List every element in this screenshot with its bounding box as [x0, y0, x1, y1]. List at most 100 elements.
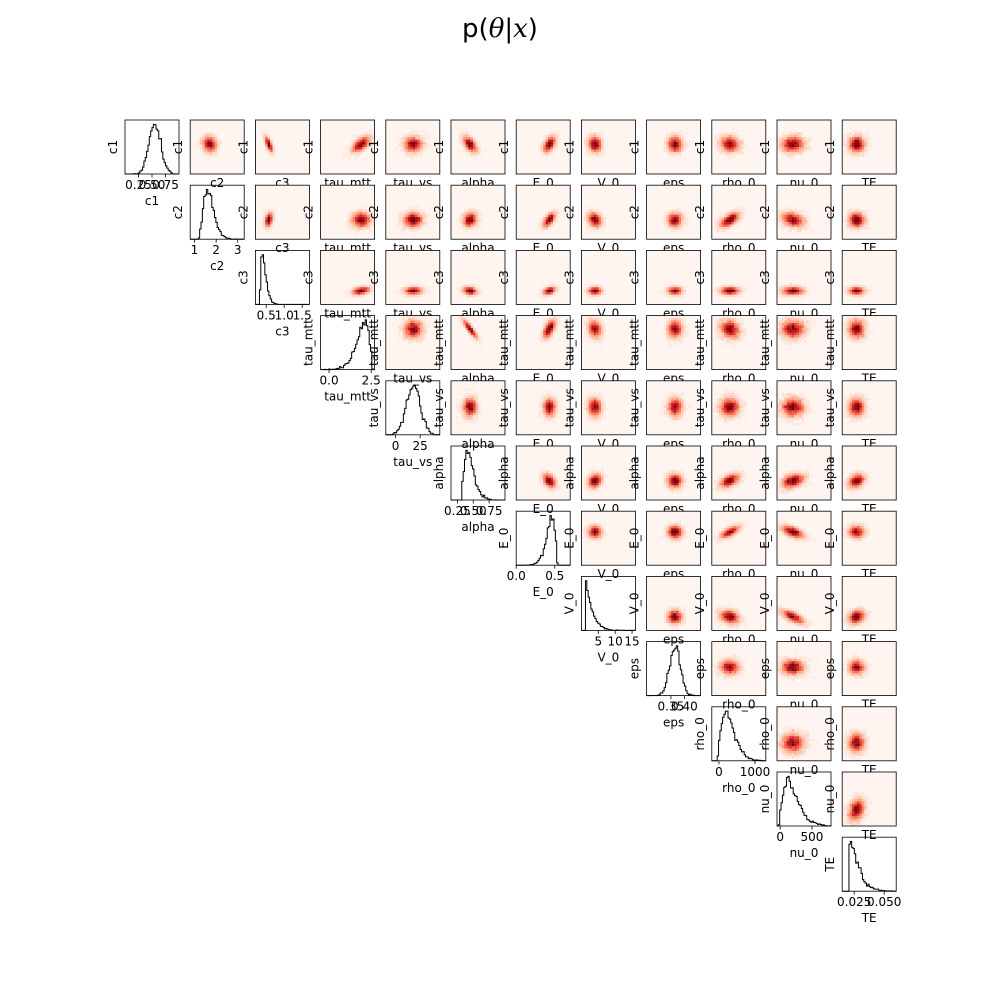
- density-cell: [596, 415, 599, 418]
- density-cell: [545, 142, 549, 145]
- density-cell: [347, 222, 351, 225]
- density-cell: [588, 335, 592, 338]
- density-cell: [553, 405, 556, 408]
- density-cell: [668, 485, 672, 488]
- density-cell: [557, 485, 561, 488]
- density-cell: [402, 327, 406, 331]
- density-cell: [671, 325, 674, 329]
- density-cell: [808, 410, 812, 413]
- density-cell: [673, 231, 677, 235]
- density-cell: [427, 289, 431, 293]
- density-cell: [598, 540, 602, 544]
- density-cell: [553, 327, 556, 331]
- density-cell: [731, 470, 735, 474]
- density-cell: [849, 222, 853, 225]
- density-cell: [548, 490, 551, 493]
- density-cell: [685, 132, 689, 135]
- density-cell: [731, 132, 735, 135]
- density-cell: [842, 415, 845, 418]
- density-cell: [538, 297, 541, 300]
- density-cell: [550, 315, 554, 319]
- density-cell: [272, 214, 276, 218]
- density-cell: [671, 327, 674, 331]
- density-cell: [676, 390, 679, 394]
- density-cell: [272, 144, 276, 148]
- density-cell: [420, 147, 423, 150]
- density-cell: [350, 229, 353, 232]
- density-cell: [714, 325, 717, 329]
- density-cell: [673, 525, 677, 529]
- density-cell: [400, 214, 404, 218]
- density-cell: [588, 222, 592, 225]
- density-cell: [801, 332, 805, 336]
- density-cell: [591, 410, 594, 413]
- density-cell: [683, 147, 687, 150]
- density-cell: [678, 485, 682, 488]
- density-cell: [468, 151, 471, 155]
- density-cell: [468, 229, 471, 232]
- density-cell: [859, 289, 862, 293]
- density-cell: [586, 151, 589, 155]
- density-cell: [719, 229, 722, 232]
- density-cell: [801, 473, 805, 476]
- density-cell: [801, 342, 805, 346]
- density-cell: [799, 470, 802, 474]
- density-cell: [714, 337, 717, 341]
- density-cell: [591, 473, 594, 476]
- density-cell: [473, 395, 476, 399]
- density-cell: [852, 147, 855, 150]
- density-cell: [721, 139, 725, 143]
- density-cell: [671, 485, 674, 488]
- density-cell: [550, 222, 554, 225]
- density-cell: [543, 147, 546, 150]
- density-cell: [726, 332, 730, 336]
- density-cell: [733, 340, 737, 343]
- density-cell: [866, 144, 870, 148]
- density-cell: [738, 212, 742, 215]
- density-cell: [455, 402, 459, 406]
- density-cell: [581, 217, 584, 220]
- density-cell: [548, 337, 551, 341]
- density-cell: [369, 222, 373, 225]
- density-cell: [849, 320, 853, 324]
- density-cell: [364, 202, 368, 205]
- density-cell: [661, 289, 664, 293]
- density-cell: [791, 402, 795, 406]
- density-cell: [598, 226, 602, 230]
- density-cell: [357, 212, 361, 215]
- density-cell: [591, 284, 594, 288]
- density-cell: [478, 407, 481, 411]
- density-cell: [661, 475, 664, 479]
- density-cell: [777, 318, 780, 321]
- density-cell: [844, 322, 848, 326]
- density-cell: [588, 151, 592, 155]
- density-cell: [849, 322, 853, 326]
- density-cell: [217, 134, 220, 138]
- density-cell: [726, 325, 730, 329]
- density-cell: [789, 340, 792, 343]
- density-cell: [553, 147, 556, 150]
- density-cell: [784, 217, 787, 220]
- density-cell: [583, 330, 587, 333]
- density-cell: [557, 287, 561, 290]
- density-cell: [545, 151, 549, 155]
- density-cell: [781, 397, 785, 401]
- density-cell: [345, 226, 348, 230]
- density-cell: [799, 330, 802, 333]
- density-cell: [668, 415, 672, 418]
- density-cell: [716, 487, 720, 491]
- density-cell: [415, 287, 418, 290]
- density-cell: [726, 330, 730, 333]
- density-cell: [468, 402, 471, 406]
- density-cell: [588, 289, 592, 293]
- density-cell: [458, 217, 461, 220]
- density-cell: [543, 330, 546, 333]
- density-cell: [842, 137, 845, 140]
- density-cell: [367, 132, 370, 135]
- density-cell: [789, 151, 792, 155]
- density-cell: [731, 468, 735, 471]
- density-cell: [683, 320, 687, 324]
- density-cell: [463, 284, 466, 288]
- density-cell: [581, 325, 584, 329]
- density-cell: [680, 523, 684, 527]
